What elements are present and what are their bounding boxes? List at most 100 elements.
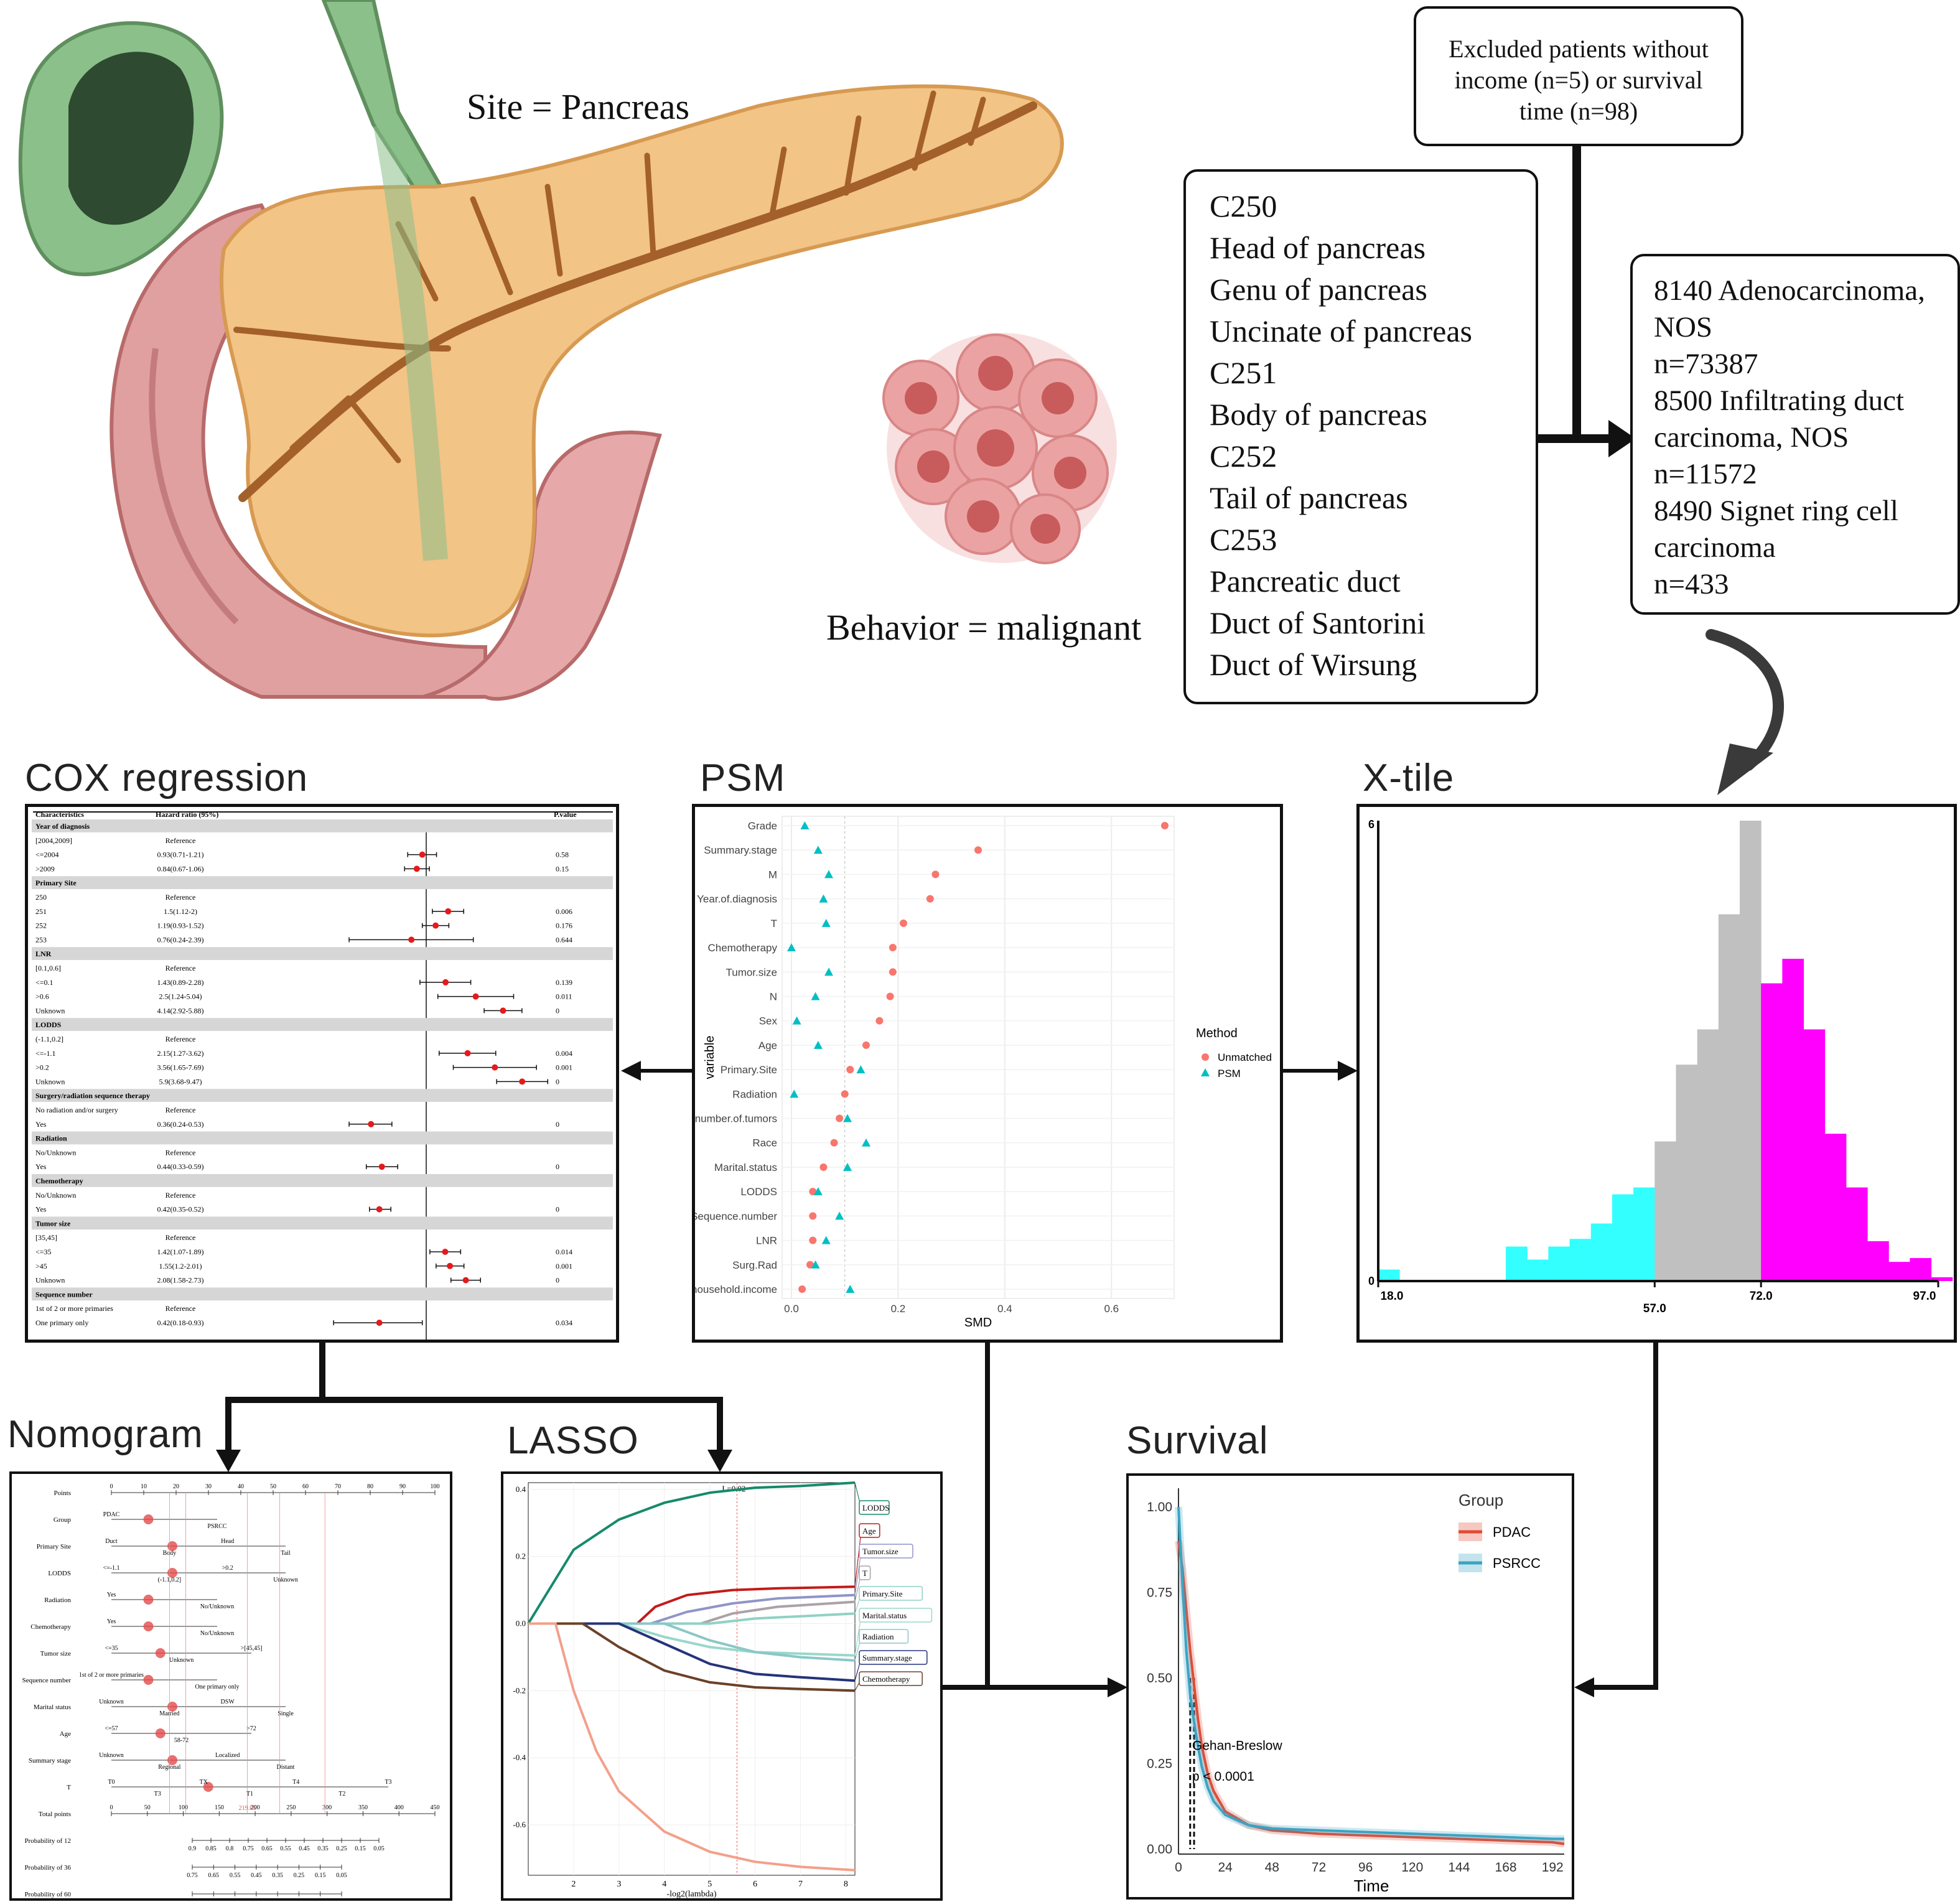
cox-title: COX regression [25, 757, 309, 799]
xtile-bar [1676, 1065, 1698, 1281]
psm-category-label: T [771, 918, 777, 930]
psm-category-label: Sequence.number [695, 1210, 777, 1222]
nomogram-scale-label: Sequence number [22, 1677, 72, 1684]
histology-item: carcinoma [1654, 531, 1776, 564]
cox-row-label: [2004,2009] [35, 836, 72, 845]
lasso-title: LASSO [507, 1419, 639, 1462]
nomogram-tick-label: 0.45 [299, 1845, 310, 1852]
nomogram-point-marker [143, 1595, 154, 1605]
psm-category-label: Year.of.diagnosis [697, 893, 777, 905]
survival-x-tick: 0 [1175, 1860, 1182, 1875]
psm-point-matched [856, 1065, 866, 1074]
survival-x-tick: 192 [1542, 1860, 1564, 1875]
xtile-bar [1378, 1269, 1400, 1281]
survival-x-tick: 48 [1265, 1860, 1279, 1875]
psm-point-unmatched [900, 919, 907, 927]
nomogram-level-label: T3 [385, 1779, 391, 1786]
cox-row-hr: Reference [166, 1106, 196, 1114]
lasso-label-box [859, 1629, 909, 1644]
cox-row-p: 0 [556, 1205, 559, 1214]
survival-x-tick: 120 [1401, 1860, 1423, 1875]
nomogram-scale-label: LODDS [48, 1570, 71, 1577]
nomogram-level-label: <=57 [105, 1725, 118, 1732]
cox-row-p: 0 [556, 1276, 559, 1285]
cox-estimate-point [378, 1163, 385, 1170]
nomogram-point-marker [143, 1514, 154, 1524]
nomogram-tick-label: 80 [367, 1483, 373, 1490]
nomogram-tick-label: 0.55 [280, 1845, 291, 1852]
xtile-to-survival-line [1590, 1685, 1658, 1690]
cox-row-p: 0 [556, 1077, 559, 1086]
site-code-item: C252 [1210, 439, 1277, 473]
cox-section-label: Radiation [35, 1134, 67, 1143]
cox-row-label: Unknown [35, 1276, 65, 1285]
lasso-label-box [859, 1544, 913, 1559]
site-code-item: Duct of Santorini [1210, 605, 1426, 640]
psm-point-matched [819, 894, 828, 903]
arrow-right-icon-2 [1338, 1061, 1358, 1081]
excluded-text: Excluded patients without income (n=5) o… [1449, 35, 1709, 125]
cox-row-p: 0 [556, 1120, 559, 1129]
psm-category-label: Chemotherapy [707, 942, 777, 954]
nomogram-tick-label: 10 [141, 1483, 147, 1490]
nomogram-tick-label: 0.55 [230, 1872, 241, 1879]
cox-section-row [32, 1174, 613, 1187]
nomogram-tick-label: 40 [238, 1483, 244, 1490]
cox-row-hr: 2.5(1.24-5.04) [159, 992, 202, 1001]
cox-row-label: >0.6 [35, 992, 49, 1001]
psm-category-label: Sex [759, 1015, 778, 1027]
cox-row-hr: 1.19(0.93-1.52) [157, 921, 204, 930]
nomogram-tick-label: 50 [144, 1804, 151, 1811]
xtile-y-tick: 6 [1368, 818, 1374, 831]
survival-y-tick: 0.75 [1147, 1586, 1172, 1600]
survival-y-tick: 0.00 [1147, 1842, 1172, 1857]
lasso-x-tick: 2 [571, 1880, 576, 1889]
xtile-bar [1761, 983, 1783, 1281]
nomogram-tick-label: 200 [251, 1804, 260, 1811]
nomogram-level-label: Distant [277, 1764, 295, 1771]
xtile-bar [1824, 1134, 1847, 1281]
cox-row-hr: 0.42(0.35-0.52) [157, 1205, 204, 1214]
lasso-label-box [859, 1608, 933, 1623]
survival-legend-label: PSRCC [1493, 1555, 1541, 1571]
site-label: Site = Pancreas [467, 86, 690, 127]
nomogram-level-label: DSW [221, 1699, 235, 1705]
psm-legend-unmatched-swatch [1202, 1053, 1209, 1061]
psm-point-unmatched [809, 1212, 817, 1220]
cox-estimate-point [442, 1249, 449, 1255]
xtile-bar [1846, 1187, 1868, 1281]
nomogram-scale-label: Tumor size [40, 1650, 72, 1657]
nomogram-point-marker [203, 1782, 213, 1792]
nomogram-level-label: Unknown [273, 1577, 297, 1583]
lasso-plot-area [528, 1482, 856, 1876]
nomogram-tick-label: 0.35 [272, 1872, 283, 1879]
lasso-panel: 2 3 4 5 6 7 8 -0.6 -0.4 -0.2 0.0 0.2 0.4 L=0.02 LODDS A… [501, 1471, 943, 1901]
cox-estimate-point [464, 1050, 471, 1056]
cox-row-hr: 0.44(0.33-0.59) [157, 1162, 204, 1171]
cox-row-hr: 0.84(0.67-1.06) [157, 864, 204, 873]
cox-branch-line [225, 1397, 723, 1403]
xtile-bar [1718, 914, 1740, 1281]
nomogram-level-label: One primary only [195, 1684, 239, 1690]
cox-row-hr: 0.93(0.71-1.21) [157, 851, 204, 859]
cox-row-label: <=-1.1 [35, 1049, 56, 1058]
psm-point-unmatched [806, 1261, 814, 1269]
cox-row-label: No/Unknown [35, 1148, 76, 1157]
nomogram-tick-label: 30 [205, 1483, 212, 1490]
arrow-left-icon-2 [1574, 1677, 1594, 1697]
nomogram-tick-label: 0.25 [336, 1845, 347, 1852]
psm-point-matched [824, 967, 833, 976]
nomogram-level-label: T4 [292, 1779, 299, 1786]
psm-point-unmatched [819, 1163, 828, 1171]
lasso-series-label: Chemotherapy [862, 1674, 910, 1684]
psm-point-matched [821, 1236, 831, 1244]
psm-category-label: M [768, 869, 777, 880]
psm-point-matched [835, 1211, 844, 1220]
psm-category-label: Radiation [732, 1088, 777, 1100]
cox-row-hr: Reference [166, 1304, 196, 1313]
histology-box: 8140 Adenocarcinoma, NOS n=73387 8500 Infil… [1630, 254, 1960, 615]
nomogram-tick-label: 100 [179, 1804, 188, 1811]
psm-category-label: Primary.Site [721, 1064, 777, 1076]
nomogram-tick-label: 0 [110, 1804, 113, 1811]
cox-row-hr: 2.15(1.27-3.62) [157, 1049, 204, 1058]
